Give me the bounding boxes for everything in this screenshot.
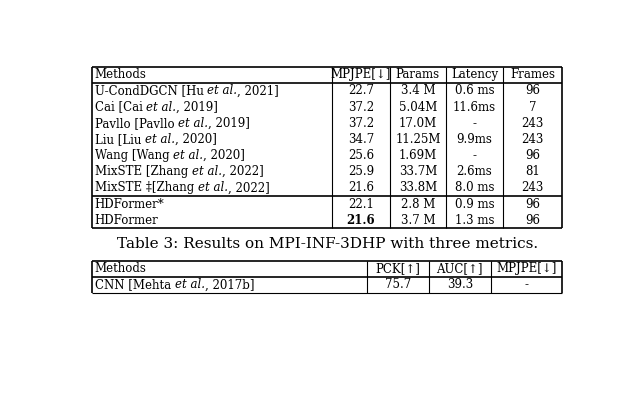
Text: -: - [524,278,529,292]
Text: AUC[↑]: AUC[↑] [436,262,483,275]
Text: 33.8M: 33.8M [399,181,437,194]
Text: Methods: Methods [95,68,147,81]
Text: 0.6 ms: 0.6 ms [454,85,494,98]
Text: Table 3: Results on MPI-INF-3DHP with three metrics.: Table 3: Results on MPI-INF-3DHP with th… [117,237,539,251]
Text: MPJPE[↓]: MPJPE[↓] [331,68,391,81]
Text: , 2020]: , 2020] [203,149,245,162]
Text: , 2022]: , 2022] [228,181,269,194]
Text: 34.7: 34.7 [348,133,374,146]
Text: 75.7: 75.7 [385,278,411,292]
Text: et al.: et al. [173,149,203,162]
Text: et al.: et al. [145,133,175,146]
Text: 39.3: 39.3 [447,278,473,292]
Text: Wang [Wang: Wang [Wang [95,149,173,162]
Text: , 2019]: , 2019] [208,117,250,130]
Text: 3.4 M: 3.4 M [401,85,435,98]
Text: Liu [Liu: Liu [Liu [95,133,145,146]
Text: 5.04M: 5.04M [399,101,437,114]
Text: 21.6: 21.6 [348,181,374,194]
Text: 37.2: 37.2 [348,101,374,114]
Text: Cai [Cai: Cai [Cai [95,101,147,114]
Text: 3.7 M: 3.7 M [401,214,435,227]
Text: 33.7M: 33.7M [399,165,437,178]
Text: , 2017b]: , 2017b] [205,278,254,292]
Text: 25.9: 25.9 [348,165,374,178]
Text: Pavllo [Pavllo: Pavllo [Pavllo [95,117,178,130]
Text: , 2020]: , 2020] [175,133,217,146]
Text: 96: 96 [525,198,540,211]
Text: 17.0M: 17.0M [399,117,437,130]
Text: et al.: et al. [178,117,208,130]
Text: Frames: Frames [510,68,555,81]
Text: 22.7: 22.7 [348,85,374,98]
Text: , 2019]: , 2019] [177,101,218,114]
Text: HDFormer*: HDFormer* [95,198,164,211]
Text: 81: 81 [525,165,540,178]
Text: Params: Params [396,68,440,81]
Text: Latency: Latency [451,68,498,81]
Text: MixSTE [Zhang: MixSTE [Zhang [95,165,192,178]
Text: MixSTE ‡[Zhang: MixSTE ‡[Zhang [95,181,198,194]
Text: 22.1: 22.1 [348,198,374,211]
Text: 0.9 ms: 0.9 ms [454,198,494,211]
Text: Methods: Methods [95,262,147,275]
Text: 2.6ms: 2.6ms [456,165,492,178]
Text: 96: 96 [525,149,540,162]
Text: PCK[↑]: PCK[↑] [375,262,420,275]
Text: et al.: et al. [207,85,237,98]
Text: 96: 96 [525,214,540,227]
Text: 243: 243 [522,117,544,130]
Text: 11.25M: 11.25M [395,133,441,146]
Text: 11.6ms: 11.6ms [453,101,496,114]
Text: 25.6: 25.6 [348,149,374,162]
Text: MPJPE[↓]: MPJPE[↓] [496,262,557,275]
Text: 243: 243 [522,181,544,194]
Text: 8.0 ms: 8.0 ms [455,181,494,194]
Text: 9.9ms: 9.9ms [456,133,492,146]
Text: CNN [Mehta: CNN [Mehta [95,278,175,292]
Text: 37.2: 37.2 [348,117,374,130]
Text: U-CondDGCN [Hu: U-CondDGCN [Hu [95,85,207,98]
Text: 1.69M: 1.69M [399,149,437,162]
Text: 2.8 M: 2.8 M [401,198,435,211]
Text: , 2021]: , 2021] [237,85,279,98]
Text: et al.: et al. [175,278,205,292]
Text: 96: 96 [525,85,540,98]
Text: HDFormer: HDFormer [95,214,159,227]
Text: -: - [472,149,476,162]
Text: 21.6: 21.6 [347,214,375,227]
Text: et al.: et al. [192,165,221,178]
Text: -: - [472,117,476,130]
Text: 243: 243 [522,133,544,146]
Text: 7: 7 [529,101,536,114]
Text: et al.: et al. [198,181,228,194]
Text: et al.: et al. [147,101,177,114]
Text: 1.3 ms: 1.3 ms [455,214,494,227]
Text: , 2022]: , 2022] [221,165,264,178]
